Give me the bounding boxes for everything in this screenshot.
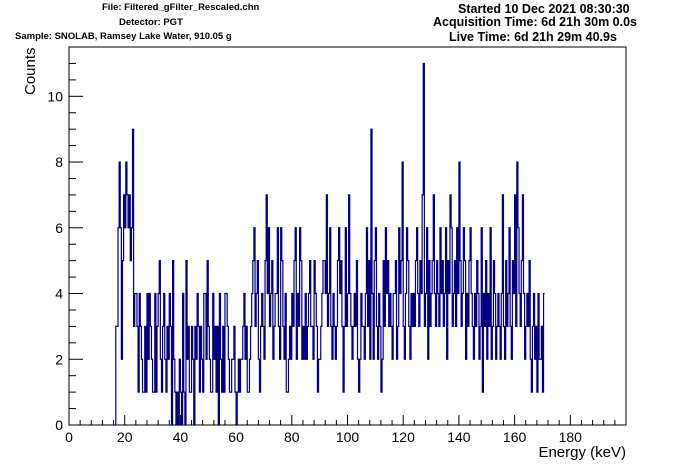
file-name-label: File: Filtered_gFilter_Rescaled.chn (102, 2, 260, 13)
x-tick-label: 40 (173, 429, 189, 445)
x-tick-label: 0 (65, 429, 73, 445)
y-tick-label: 0 (55, 417, 63, 433)
detector-label: Detector: PGT (119, 17, 183, 28)
x-tick-label: 60 (228, 429, 244, 445)
y-tick-label: 4 (55, 286, 63, 302)
x-tick-label: 180 (559, 429, 583, 445)
y-tick-label: 2 (55, 351, 63, 367)
x-tick-label: 140 (447, 429, 471, 445)
live-time-label: Live Time: 6d 21h 29m 40.9s (449, 30, 617, 44)
y-tick-label: 6 (55, 220, 63, 236)
x-tick-label: 80 (284, 429, 300, 445)
y-axis-label: Counts (22, 47, 39, 95)
spectrum-histogram-line (115, 62, 545, 426)
x-axis-label: Energy (keV) (538, 444, 626, 461)
acquisition-time-label: Acquisition Time: 6d 21h 30m 0.0s (433, 15, 638, 29)
x-tick-label: 120 (392, 429, 416, 445)
sample-label: Sample: SNOLAB, Ramsey Lake Water, 910.0… (15, 31, 232, 42)
x-tick-label: 100 (336, 429, 360, 445)
y-tick-label: 8 (55, 154, 63, 170)
x-tick-label: 160 (503, 429, 527, 445)
x-tick-label: 20 (117, 429, 133, 445)
y-tick-label: 10 (47, 88, 63, 104)
start-time-label: Started 10 Dec 2021 08:30:30 (458, 2, 630, 16)
